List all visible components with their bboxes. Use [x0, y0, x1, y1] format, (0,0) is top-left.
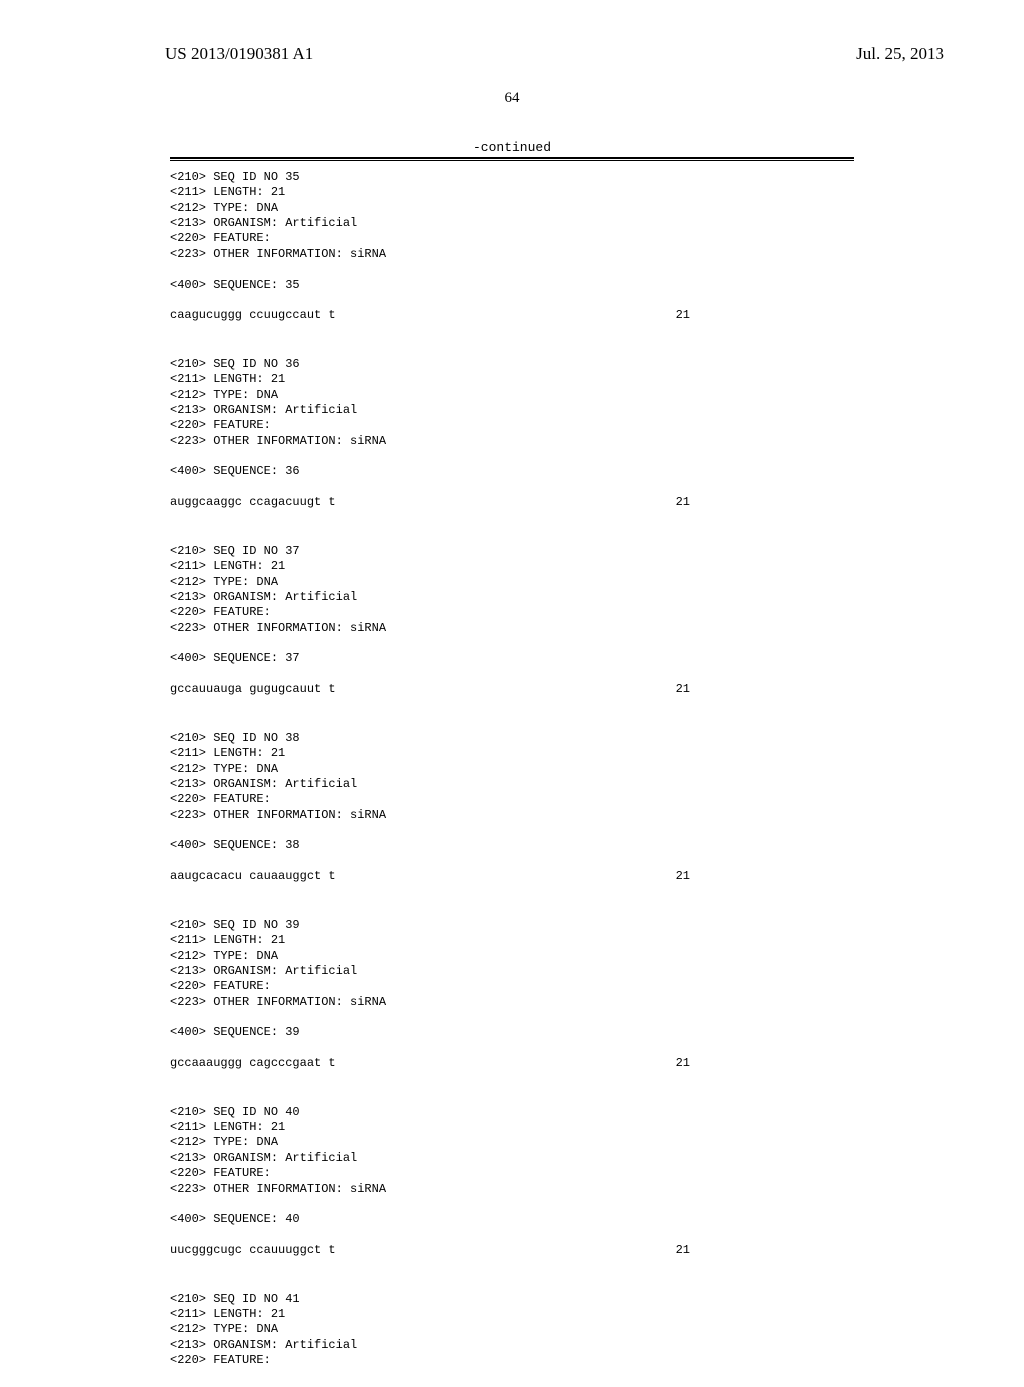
sequence-block: <210> SEQ ID NO 37<211> LENGTH: 21<212> … [170, 544, 854, 713]
sequence-meta-line: <210> SEQ ID NO 39 [170, 918, 854, 933]
sequence-meta-line: <220> FEATURE: [170, 792, 854, 807]
sequence-meta-line: <212> TYPE: DNA [170, 575, 854, 590]
sequence-meta-line: <212> TYPE: DNA [170, 1322, 854, 1337]
sequence-meta-line: <212> TYPE: DNA [170, 388, 854, 403]
sequence-meta-line: <213> ORGANISM: Artificial [170, 1151, 854, 1166]
sequence-meta-line: <210> SEQ ID NO 36 [170, 357, 854, 372]
sequence-meta-line: <223> OTHER INFORMATION: siRNA [170, 808, 854, 823]
sequence-meta-line: <212> TYPE: DNA [170, 1135, 854, 1150]
divider-top [170, 157, 854, 159]
sequence-meta-line: <211> LENGTH: 21 [170, 372, 854, 387]
sequence-meta-line: <211> LENGTH: 21 [170, 933, 854, 948]
sequence-line: auggcaaggc ccagacuugt t 21 [170, 495, 690, 510]
sequence-block: <210> SEQ ID NO 40<211> LENGTH: 21<212> … [170, 1105, 854, 1274]
sequence-text: gccaaauggg cagcccgaat t [170, 1056, 336, 1071]
sequence-block: <210> SEQ ID NO 35<211> LENGTH: 21<212> … [170, 170, 854, 339]
sequence-line: aaugcacacu cauaauggct t 21 [170, 869, 690, 884]
sequence-text: auggcaaggc ccagacuugt t [170, 495, 336, 510]
sequence-meta-line: <223> OTHER INFORMATION: siRNA [170, 995, 854, 1010]
publication-date: Jul. 25, 2013 [856, 44, 944, 64]
sequence-meta-line: <211> LENGTH: 21 [170, 1120, 854, 1135]
sequence-label: <400> SEQUENCE: 38 [170, 838, 854, 853]
sequence-meta-line: <220> FEATURE: [170, 1353, 854, 1368]
publication-number: US 2013/0190381 A1 [165, 44, 313, 64]
sequence-meta-line: <211> LENGTH: 21 [170, 1307, 854, 1322]
sequence-length: 21 [676, 1056, 690, 1071]
sequence-meta-line: <212> TYPE: DNA [170, 949, 854, 964]
sequence-meta-line: <210> SEQ ID NO 37 [170, 544, 854, 559]
sequence-text: aaugcacacu cauaauggct t [170, 869, 336, 884]
sequence-meta-line: <211> LENGTH: 21 [170, 559, 854, 574]
sequence-meta-line: <213> ORGANISM: Artificial [170, 403, 854, 418]
sequence-block: <210> SEQ ID NO 36<211> LENGTH: 21<212> … [170, 357, 854, 526]
sequence-meta-line: <210> SEQ ID NO 38 [170, 731, 854, 746]
sequence-meta-line: <210> SEQ ID NO 41 [170, 1292, 854, 1307]
sequence-meta-line: <220> FEATURE: [170, 979, 854, 994]
sequence-text: caagucuggg ccuugccaut t [170, 308, 336, 323]
sequence-meta-line: <212> TYPE: DNA [170, 762, 854, 777]
sequence-block: <210> SEQ ID NO 38<211> LENGTH: 21<212> … [170, 731, 854, 900]
sequence-label: <400> SEQUENCE: 39 [170, 1025, 854, 1040]
sequence-block: <210> SEQ ID NO 41<211> LENGTH: 21<212> … [170, 1292, 854, 1369]
sequence-text: uucgggcugc ccauuuggct t [170, 1243, 336, 1258]
sequence-meta-line: <223> OTHER INFORMATION: siRNA [170, 621, 854, 636]
sequence-meta-line: <220> FEATURE: [170, 1166, 854, 1181]
sequence-meta-line: <220> FEATURE: [170, 231, 854, 246]
sequence-length: 21 [676, 1243, 690, 1258]
sequence-line: uucgggcugc ccauuuggct t 21 [170, 1243, 690, 1258]
page-number: 64 [505, 90, 520, 107]
sequence-meta-line: <220> FEATURE: [170, 418, 854, 433]
sequence-length: 21 [676, 495, 690, 510]
sequence-label: <400> SEQUENCE: 40 [170, 1212, 854, 1227]
sequence-label: <400> SEQUENCE: 36 [170, 464, 854, 479]
sequence-label: <400> SEQUENCE: 37 [170, 651, 854, 666]
sequence-line: gccauuauga gugugcauut t 21 [170, 682, 690, 697]
sequence-meta-line: <213> ORGANISM: Artificial [170, 777, 854, 792]
sequence-meta-line: <210> SEQ ID NO 35 [170, 170, 854, 185]
sequence-label: <400> SEQUENCE: 35 [170, 278, 854, 293]
sequence-meta-line: <220> FEATURE: [170, 605, 854, 620]
sequence-meta-line: <223> OTHER INFORMATION: siRNA [170, 1182, 854, 1197]
divider-mid [170, 160, 854, 161]
sequence-meta-line: <212> TYPE: DNA [170, 201, 854, 216]
sequence-meta-line: <211> LENGTH: 21 [170, 746, 854, 761]
sequence-meta-line: <223> OTHER INFORMATION: siRNA [170, 434, 854, 449]
sequence-meta-line: <213> ORGANISM: Artificial [170, 590, 854, 605]
sequence-meta-line: <213> ORGANISM: Artificial [170, 1338, 854, 1353]
continued-label: -continued [473, 140, 551, 155]
sequence-meta-line: <223> OTHER INFORMATION: siRNA [170, 247, 854, 262]
sequence-meta-line: <213> ORGANISM: Artificial [170, 216, 854, 231]
sequence-meta-line: <211> LENGTH: 21 [170, 185, 854, 200]
sequence-block: <210> SEQ ID NO 39<211> LENGTH: 21<212> … [170, 918, 854, 1087]
sequence-listing: <210> SEQ ID NO 35<211> LENGTH: 21<212> … [170, 170, 854, 1387]
sequence-text: gccauuauga gugugcauut t [170, 682, 336, 697]
sequence-length: 21 [676, 682, 690, 697]
sequence-meta-line: <210> SEQ ID NO 40 [170, 1105, 854, 1120]
sequence-line: gccaaauggg cagcccgaat t 21 [170, 1056, 690, 1071]
sequence-length: 21 [676, 308, 690, 323]
sequence-meta-line: <213> ORGANISM: Artificial [170, 964, 854, 979]
sequence-line: caagucuggg ccuugccaut t 21 [170, 308, 690, 323]
sequence-length: 21 [676, 869, 690, 884]
